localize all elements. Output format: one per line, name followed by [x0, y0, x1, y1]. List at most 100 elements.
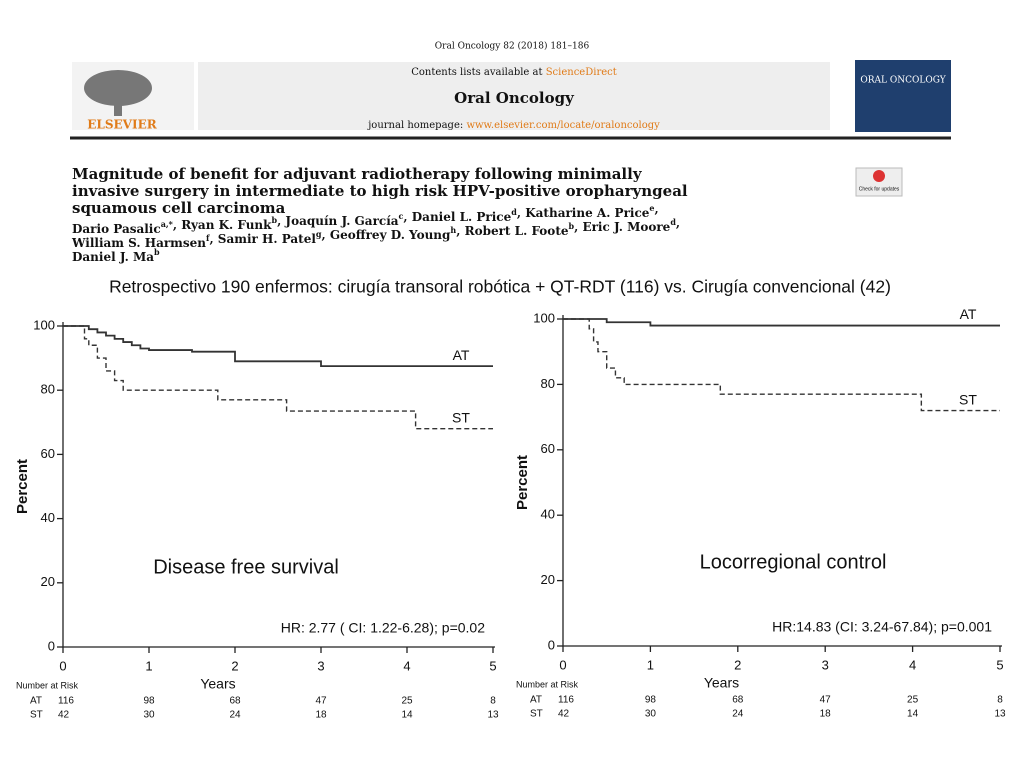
risk-value: 47 — [315, 696, 327, 707]
axes — [62, 322, 495, 648]
publisher: ELSEVIER — [87, 118, 157, 132]
x-tick-label: 0 — [559, 657, 566, 672]
annotation: Disease free survival — [153, 556, 339, 578]
author-line: William S. Harmsenf, Samir H. Patelg, Ge… — [71, 216, 680, 250]
y-axis-label: Percent — [514, 455, 531, 510]
author-name: Dario Pasalic — [72, 222, 161, 236]
author-sup: a,* — [161, 219, 174, 229]
axes — [562, 315, 1002, 647]
risk-value: 25 — [907, 695, 919, 706]
author-sup: e — [649, 203, 654, 213]
risk-value: 42 — [58, 710, 70, 721]
risk-value: 116 — [58, 696, 74, 707]
journal-banner — [198, 62, 830, 130]
risk-value: 30 — [143, 710, 155, 721]
risk-value: 14 — [401, 710, 413, 721]
badge-text: Check for updates — [859, 186, 900, 192]
risk-row-name: AT — [530, 695, 542, 706]
author-name: Daniel J. Ma — [72, 250, 154, 264]
author-line: Daniel J. Mab — [72, 247, 160, 264]
y-tick-label: 100 — [533, 310, 555, 325]
risk-row-name: AT — [30, 696, 42, 707]
author-name: , Joaquín J. García — [277, 214, 399, 228]
author-sup: f — [206, 233, 210, 243]
series-label: AT — [453, 347, 470, 363]
x-tick-label: 3 — [317, 658, 324, 673]
x-tick-label: 5 — [996, 657, 1003, 672]
author-name: , Daniel L. Price — [403, 210, 511, 224]
journal-name: Oral Oncology — [454, 89, 575, 107]
contents-line: Contents lists available at ScienceDirec… — [411, 67, 617, 78]
x-axis-label: Years — [704, 675, 739, 691]
y-tick-label: 80 — [41, 382, 55, 397]
y-tick-label: 100 — [33, 317, 55, 332]
risk-value: 18 — [315, 710, 327, 721]
risk-value: 8 — [490, 696, 496, 707]
author-sup: c — [399, 211, 404, 221]
author-name: , Eric J. Moore — [574, 220, 671, 234]
risk-value: 8 — [997, 695, 1003, 706]
annotation: Locorregional control — [700, 551, 887, 573]
risk-value: 30 — [645, 709, 657, 720]
series-label: AT — [960, 306, 977, 322]
contents-link[interactable]: ScienceDirect — [546, 67, 617, 78]
author-sup: b — [271, 215, 277, 225]
risk-value: 18 — [820, 709, 832, 720]
author-name: William S. Harmsen — [71, 236, 206, 250]
risk-row-name: ST — [530, 709, 543, 720]
author-name: , — [655, 202, 659, 216]
author-sup: b — [154, 247, 160, 257]
paper-title: squamous cell carcinoma — [72, 199, 286, 217]
cover-image — [855, 60, 951, 132]
km-curve — [563, 318, 1000, 327]
x-tick-label: 2 — [734, 657, 741, 672]
risk-value: 98 — [143, 696, 155, 707]
risk-label: Number at Risk — [16, 680, 79, 690]
series-label: ST — [959, 391, 977, 407]
y-tick-label: 0 — [48, 638, 55, 653]
y-tick-label: 40 — [541, 507, 555, 522]
subtitle: Retrospectivo 190 enfermos: cirugía tran… — [109, 277, 891, 297]
km-curve — [563, 318, 1000, 412]
y-tick-label: 0 — [548, 637, 555, 652]
author-sup: b — [569, 221, 575, 231]
y-tick-label: 60 — [541, 441, 555, 456]
x-tick-label: 3 — [822, 657, 829, 672]
author-sup: d — [670, 217, 676, 227]
journal-line: Oral Oncology 82 (2018) 181–186 — [435, 41, 590, 52]
x-tick-label: 2 — [231, 658, 238, 673]
x-axis-label: Years — [200, 676, 235, 692]
x-tick-label: 0 — [59, 658, 66, 673]
author-line: Dario Pasalica,*, Ryan K. Funkb, Joaquín… — [72, 202, 659, 236]
risk-value: 24 — [732, 709, 744, 720]
author-name: , Geoffrey D. Young — [322, 228, 452, 242]
series-label: ST — [452, 409, 470, 425]
risk-value: 42 — [558, 709, 570, 720]
x-tick-label: 4 — [909, 657, 916, 672]
paper-title: Magnitude of benefit for adjuvant radiot… — [72, 165, 643, 183]
x-tick-label: 5 — [489, 658, 496, 673]
author-name: , Robert L. Foote — [456, 224, 569, 238]
risk-value: 47 — [820, 695, 832, 706]
risk-value: 116 — [558, 695, 574, 706]
paper-title: invasive surgery in intermediate to high… — [72, 182, 688, 200]
y-tick-label: 60 — [41, 446, 55, 461]
x-tick-label: 1 — [145, 658, 152, 673]
author-name: , Ryan K. Funk — [173, 218, 272, 232]
y-axis-label: Percent — [14, 459, 31, 514]
risk-value: 14 — [907, 709, 919, 720]
author-sup: d — [511, 207, 517, 217]
tree-icon — [84, 70, 152, 116]
author-sup: h — [450, 225, 456, 235]
homepage-prefix: journal homepage: — [367, 120, 463, 131]
homepage-link[interactable]: www.elsevier.com/locate/oraloncology — [466, 120, 660, 131]
risk-value: 13 — [994, 709, 1006, 720]
cover-title: ORAL ONCOLOGY — [860, 76, 946, 86]
y-tick-label: 80 — [541, 376, 555, 391]
risk-value: 25 — [401, 696, 413, 707]
hr-text: HR: 2.77 ( CI: 1.22-6.28); p=0.02 — [281, 620, 485, 636]
author-name: , Katharine A. Price — [517, 206, 650, 220]
risk-value: 24 — [229, 710, 241, 721]
risk-value: 13 — [487, 710, 499, 721]
author-name: , Samir H. Patel — [209, 232, 316, 246]
